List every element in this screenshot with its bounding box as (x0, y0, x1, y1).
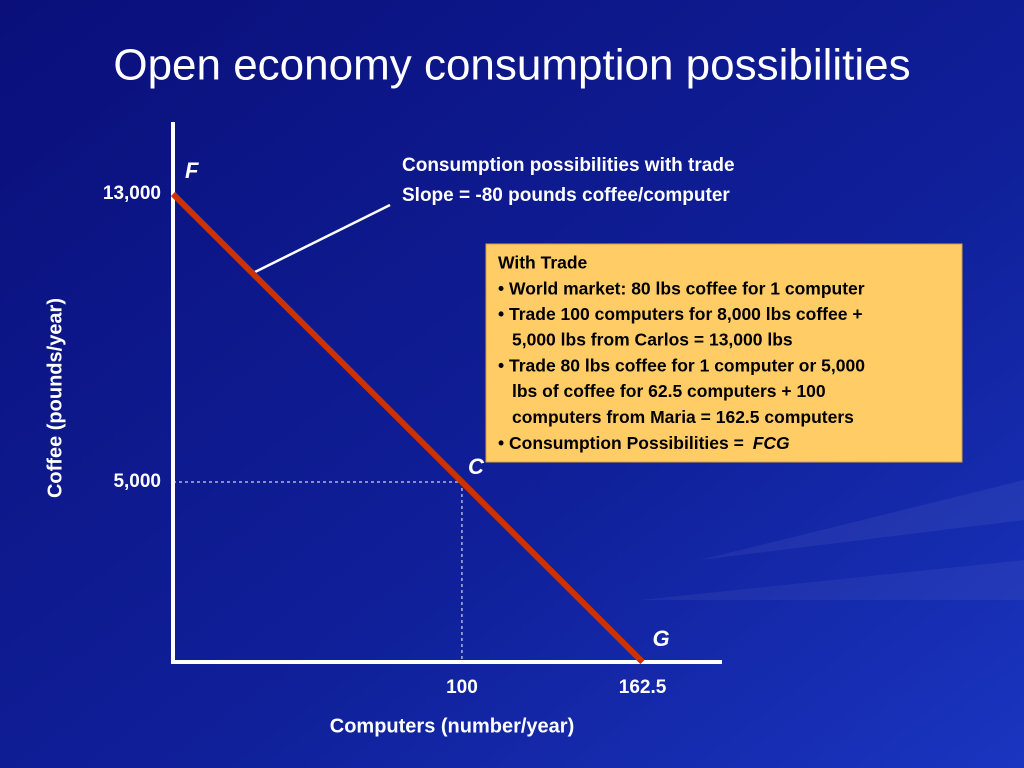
box-line: • Trade 80 lbs coffee for 1 computer or … (498, 355, 865, 375)
y-tick-label: 5,000 (113, 471, 161, 492)
info-box (485, 243, 963, 463)
point-label: F (185, 158, 199, 183)
box-emphasis: FCG (753, 433, 790, 453)
callout-text: Consumption possibilities with trade (402, 155, 735, 176)
box-line: • Trade 100 computers for 8,000 lbs coff… (498, 304, 863, 324)
box-line: With Trade (498, 253, 588, 273)
box-line: 5,000 lbs from Carlos = 13,000 lbs (512, 330, 793, 350)
box-text: • Consumption Possibilities = (498, 433, 749, 453)
point-label: C (468, 454, 485, 479)
y-tick-label: 13,000 (103, 183, 161, 204)
title: Open economy consumption possibilities (113, 41, 910, 90)
box-line: • Consumption Possibilities = FCG (498, 433, 790, 453)
x-axis-label: Computers (number/year) (330, 715, 575, 737)
x-tick-label: 162.5 (619, 677, 667, 698)
box-line: computers from Maria = 162.5 computers (512, 407, 854, 427)
box-line: lbs of coffee for 62.5 computers + 100 (512, 381, 826, 401)
y-axis-label: Coffee (pounds/year) (44, 298, 66, 498)
callout-text: Slope = -80 pounds coffee/computer (402, 185, 730, 206)
box-line: • World market: 80 lbs coffee for 1 comp… (498, 278, 865, 298)
streak (640, 560, 1024, 600)
consumption-line (170, 191, 645, 665)
callout-line (254, 203, 391, 274)
point-label: G (653, 626, 670, 651)
streak (700, 480, 1024, 560)
x-tick-label: 100 (446, 677, 478, 698)
